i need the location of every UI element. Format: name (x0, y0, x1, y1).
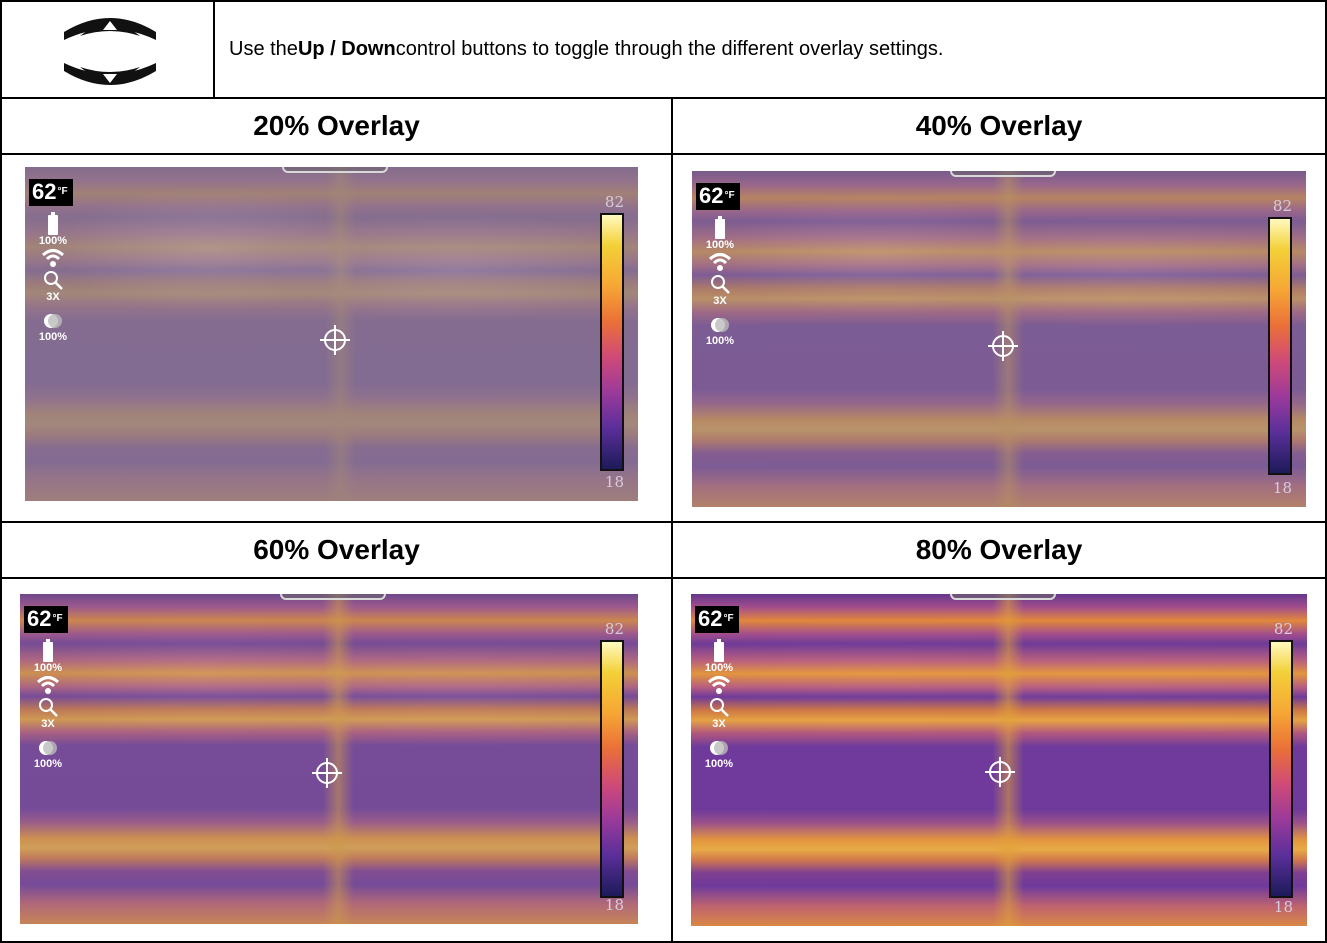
overlay-label: 100% (38, 331, 68, 343)
battery-label: 100% (704, 662, 734, 674)
panel-image-cell-80: 62°F 100% 3X 100% 82 18 (671, 577, 1327, 943)
overlay-blend-icon (711, 318, 729, 332)
battery-label: 100% (33, 662, 63, 674)
panel-image-cell-40: 62°F 100% 3X 100% 82 18 (671, 153, 1327, 523)
screen-notch (279, 594, 386, 600)
panel-title-60: 60% Overlay (0, 521, 673, 579)
crosshair-icon (983, 755, 1017, 789)
status-icons: 100% 3X 100% (26, 639, 70, 770)
panel-image-cell-60: 62°F 100% 3X 100% 82 18 (0, 577, 673, 943)
battery-label: 100% (38, 235, 68, 247)
thermal-screen-80: 62°F 100% 3X 100% 82 18 (691, 594, 1307, 926)
temperature-value: 62 (32, 179, 57, 204)
temperature-unit: °F (723, 613, 734, 624)
temperature-unit: °F (57, 186, 68, 197)
zoom-label: 3X (712, 718, 726, 730)
temperature-unit: °F (724, 190, 735, 201)
overlay-label: 100% (705, 335, 735, 347)
zoom-label: 3X (41, 718, 55, 730)
temperature-readout: 62°F (695, 606, 739, 633)
status-icons: 100% 3X 100% (697, 639, 741, 770)
scale-min-label: 18 (1272, 479, 1292, 497)
battery-icon (715, 216, 725, 239)
status-icons: 100% 3X 100% (31, 212, 75, 343)
wifi-icon (707, 676, 731, 694)
thermal-screen-20: 62°F 100% 3X 100% 82 18 (25, 167, 638, 501)
temperature-readout: 62°F (24, 606, 68, 633)
crosshair-icon (986, 329, 1020, 363)
color-scale-bar (600, 213, 624, 471)
color-scale-bar (1269, 640, 1293, 898)
scale-max-label: 82 (1273, 620, 1293, 638)
battery-icon (48, 212, 58, 235)
color-scale-bar (1268, 217, 1292, 475)
panel-title-20: 20% Overlay (0, 97, 673, 155)
zoom-label: 3X (713, 295, 727, 307)
panel-title-40: 40% Overlay (671, 97, 1327, 155)
wifi-icon (708, 253, 732, 271)
panel-title-80: 80% Overlay (671, 521, 1327, 579)
battery-label: 100% (705, 239, 735, 251)
thermal-screen-60: 62°F 100% 3X 100% 82 18 (20, 594, 638, 924)
instruction-text: Use the Up / Down control buttons to tog… (213, 0, 1327, 99)
control-icon-cell (0, 0, 215, 99)
panel-image-cell-20: 62°F 100% 3X 100% 82 18 (0, 153, 673, 523)
up-down-control-icon (64, 18, 156, 85)
temperature-value: 62 (699, 183, 724, 208)
overlay-blend-icon (44, 314, 62, 328)
thermal-screen-40: 62°F 100% 3X 100% 82 18 (692, 171, 1306, 507)
crosshair-icon (318, 323, 352, 357)
magnifier-icon (44, 271, 63, 290)
color-scale-bar (600, 640, 624, 898)
overlay-blend-icon (710, 741, 728, 755)
scale-max-label: 82 (604, 620, 624, 638)
overlay-label: 100% (704, 758, 734, 770)
scale-max-label: 82 (1272, 197, 1292, 215)
wifi-icon (36, 676, 60, 694)
instruction-bold: Up / Down (297, 38, 396, 60)
temperature-readout: 62°F (29, 179, 73, 206)
magnifier-icon (711, 275, 730, 294)
magnifier-icon (710, 698, 729, 717)
status-icons: 100% 3X 100% (698, 216, 742, 347)
zoom-label: 3X (46, 291, 60, 303)
overlay-label: 100% (33, 758, 63, 770)
scale-min-label: 18 (604, 473, 624, 491)
scale-min-label: 18 (1273, 898, 1293, 916)
screen-notch (282, 167, 389, 173)
magnifier-icon (39, 698, 58, 717)
battery-icon (43, 639, 53, 662)
screen-notch (949, 171, 1056, 177)
temperature-value: 62 (698, 606, 723, 631)
overlay-blend-icon (39, 741, 57, 755)
temperature-readout: 62°F (696, 183, 740, 210)
scale-max-label: 82 (604, 193, 624, 211)
battery-icon (714, 639, 724, 662)
crosshair-icon (310, 756, 344, 790)
temperature-value: 62 (27, 606, 52, 631)
screen-notch (949, 594, 1056, 600)
instruction-post: control buttons to toggle through the di… (395, 38, 944, 60)
temperature-unit: °F (52, 613, 63, 624)
scale-min-label: 18 (604, 896, 624, 914)
wifi-icon (41, 249, 65, 267)
instruction-pre: Use the (229, 38, 298, 60)
